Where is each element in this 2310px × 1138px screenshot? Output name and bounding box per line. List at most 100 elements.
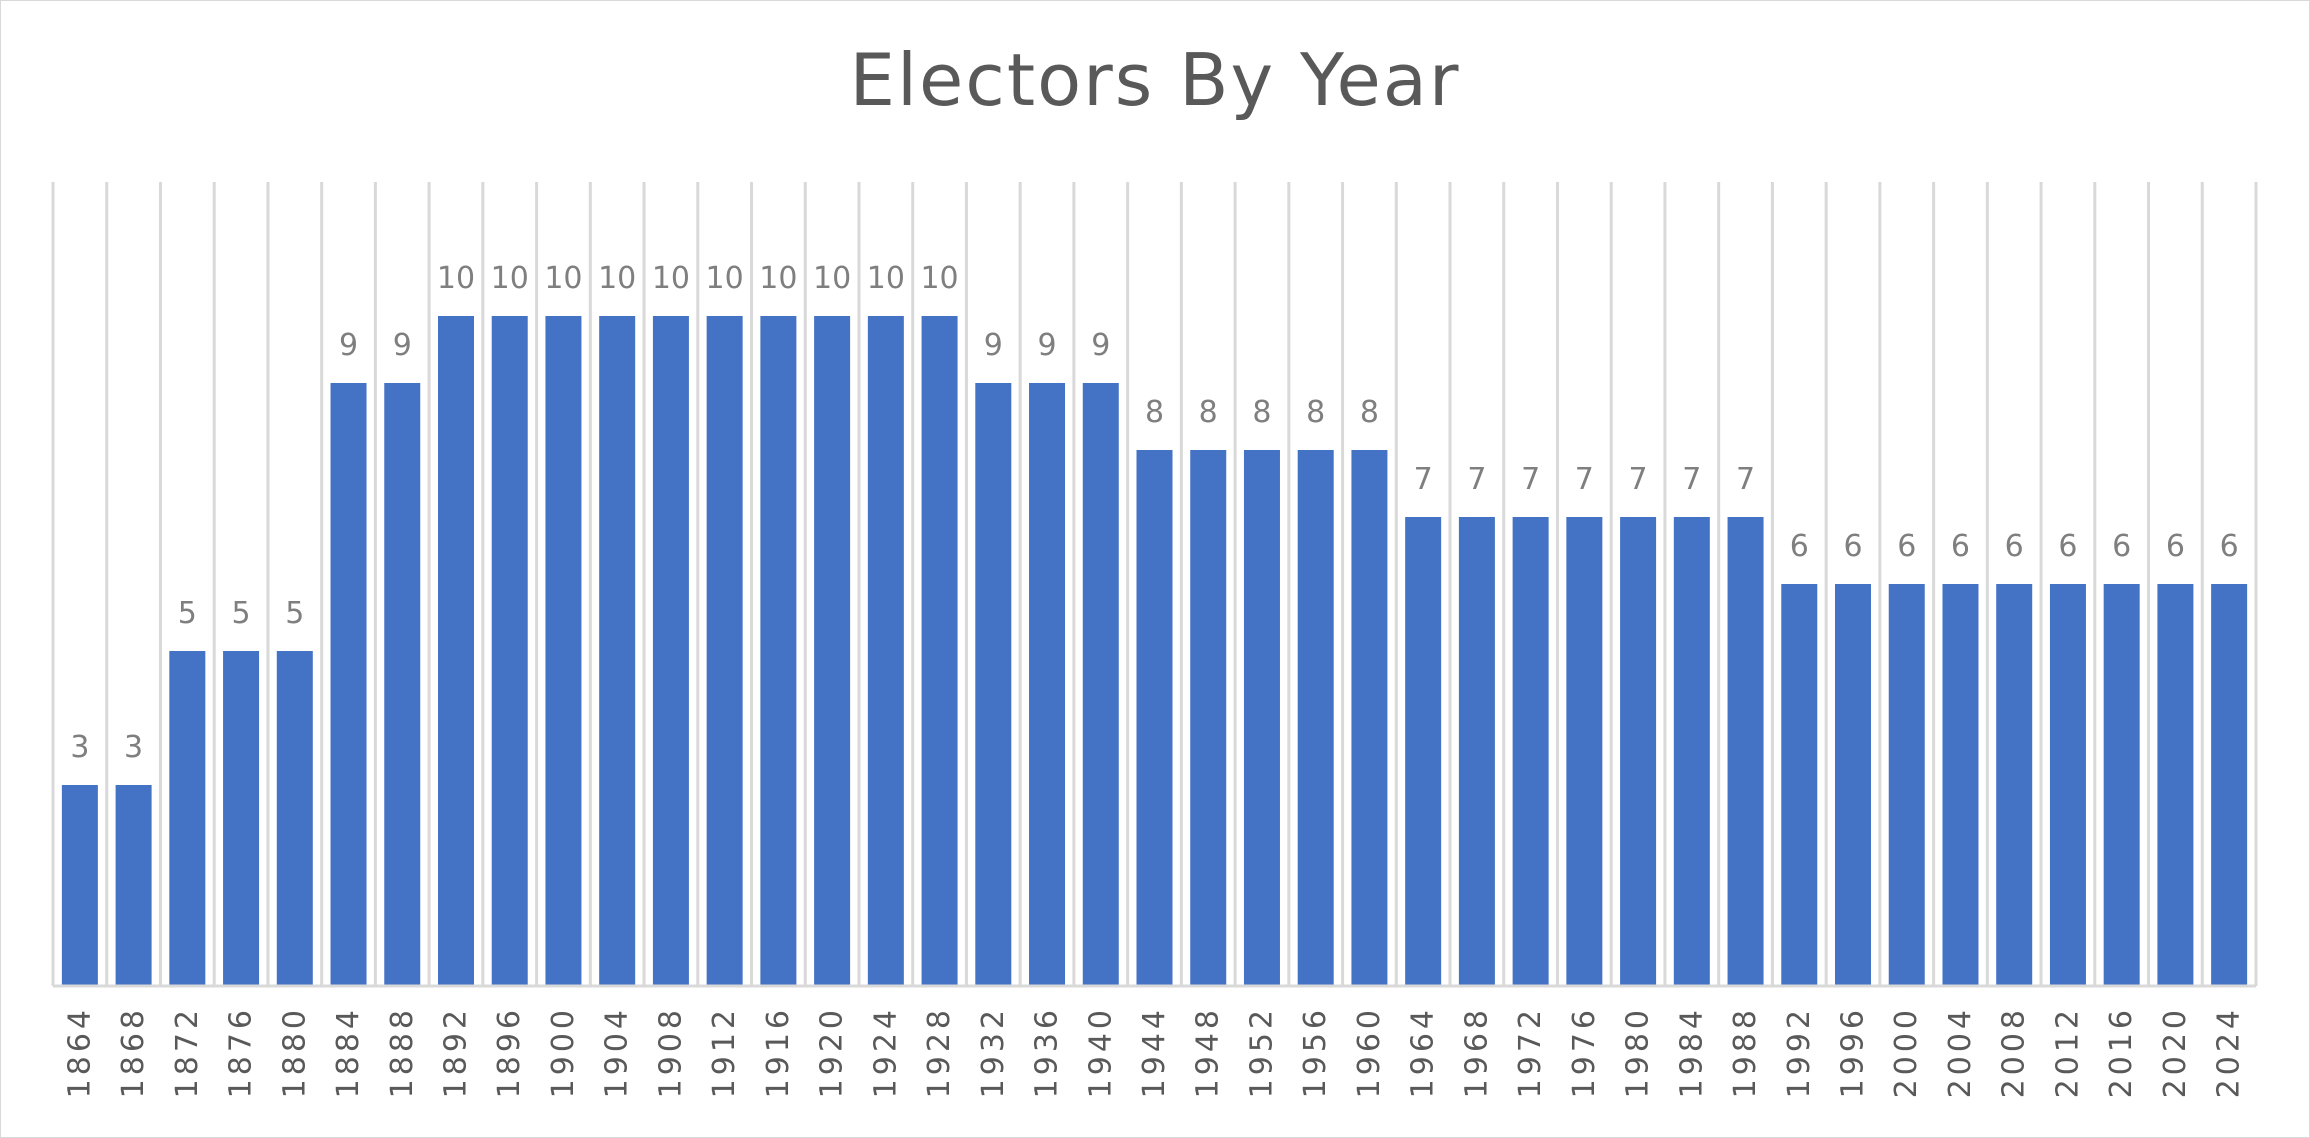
- x-tick-label-1920: 1920: [815, 1006, 850, 1098]
- x-tick-label-1864: 1864: [62, 1006, 97, 1098]
- x-tick-label-1940: 1940: [1083, 1006, 1118, 1098]
- data-label-1964: 7: [1414, 462, 1433, 497]
- x-tick-label-1988: 1988: [1728, 1006, 1763, 1098]
- bar-1948: [1190, 450, 1227, 986]
- bar-1996: [1835, 584, 1872, 986]
- bar-1900: [545, 316, 582, 986]
- data-label-1960: 8: [1360, 395, 1379, 430]
- bar-1968: [1458, 517, 1495, 986]
- bar-1876: [223, 651, 260, 986]
- x-tick-label-1892: 1892: [438, 1006, 473, 1098]
- x-tick-label-1884: 1884: [331, 1006, 366, 1098]
- bar-2008: [1996, 584, 2033, 986]
- x-tick-label-1964: 1964: [1406, 1006, 1441, 1098]
- x-tick-label-1992: 1992: [1782, 1006, 1817, 1098]
- x-tick-label-1980: 1980: [1621, 1006, 1656, 1098]
- x-tick-label-1996: 1996: [1836, 1006, 1871, 1098]
- bar-1956: [1297, 450, 1334, 986]
- chart-title: Electors By Year: [849, 38, 1461, 122]
- x-tick-label-2000: 2000: [1889, 1006, 1924, 1098]
- x-tick-label-1976: 1976: [1567, 1006, 1602, 1098]
- x-tick-label-1932: 1932: [976, 1006, 1011, 1098]
- x-tick-label-1936: 1936: [1030, 1006, 1065, 1098]
- data-label-1924: 10: [867, 261, 905, 296]
- bar-1940: [1082, 383, 1119, 986]
- x-tick-label-1896: 1896: [492, 1006, 527, 1098]
- bar-1952: [1243, 450, 1280, 986]
- data-label-1944: 8: [1145, 395, 1164, 430]
- bar-1880: [276, 651, 313, 986]
- x-tick-label-1900: 1900: [546, 1006, 581, 1098]
- data-label-1988: 7: [1736, 462, 1755, 497]
- data-label-1968: 7: [1467, 462, 1486, 497]
- data-label-1996: 6: [1843, 529, 1862, 564]
- x-tick-label-1872: 1872: [170, 1006, 205, 1098]
- x-tick-label-1928: 1928: [922, 1006, 957, 1098]
- x-tick-label-1912: 1912: [707, 1006, 742, 1098]
- data-label-1880: 5: [285, 596, 304, 631]
- data-label-1908: 10: [652, 261, 690, 296]
- data-label-1912: 10: [706, 261, 744, 296]
- bar-1912: [706, 316, 743, 986]
- data-label-1984: 7: [1682, 462, 1701, 497]
- x-tick-label-1960: 1960: [1352, 1006, 1387, 1098]
- data-label-1904: 10: [598, 261, 636, 296]
- x-tick-label-1908: 1908: [653, 1006, 688, 1098]
- data-label-1868: 3: [124, 730, 143, 765]
- bar-1872: [169, 651, 206, 986]
- x-tick-label-1972: 1972: [1513, 1006, 1548, 1098]
- x-tick-label-2020: 2020: [2158, 1006, 2193, 1098]
- data-label-2004: 6: [1951, 529, 1970, 564]
- x-tick-label-1952: 1952: [1244, 1006, 1279, 1098]
- bar-1916: [760, 316, 797, 986]
- x-tick-label-1876: 1876: [224, 1006, 259, 1098]
- data-label-1920: 10: [813, 261, 851, 296]
- bar-1908: [652, 316, 689, 986]
- data-label-1972: 7: [1521, 462, 1540, 497]
- x-tick-label-2024: 2024: [2212, 1006, 2247, 1098]
- data-label-2008: 6: [2005, 529, 2024, 564]
- x-tick-label-1904: 1904: [600, 1006, 635, 1098]
- x-tick-label-1880: 1880: [277, 1006, 312, 1098]
- data-label-2020: 6: [2166, 529, 2185, 564]
- data-label-1928: 10: [920, 261, 958, 296]
- bar-1980: [1620, 517, 1657, 986]
- data-label-1900: 10: [544, 261, 582, 296]
- bar-1976: [1566, 517, 1603, 986]
- x-tick-label-1948: 1948: [1191, 1006, 1226, 1098]
- bar-2020: [2157, 584, 2194, 986]
- bar-1924: [867, 316, 904, 986]
- data-label-1976: 7: [1575, 462, 1594, 497]
- bar-1868: [115, 785, 152, 986]
- bar-1988: [1727, 517, 1764, 986]
- data-label-1896: 10: [491, 261, 529, 296]
- x-tick-label-1968: 1968: [1459, 1006, 1494, 1098]
- bar-1884: [330, 383, 367, 986]
- data-label-1876: 5: [232, 596, 251, 631]
- x-tick-label-1888: 1888: [385, 1006, 420, 1098]
- data-label-1932: 9: [984, 328, 1003, 363]
- x-tick-label-1956: 1956: [1298, 1006, 1333, 1098]
- bar-2024: [2211, 584, 2248, 986]
- bar-1960: [1351, 450, 1388, 986]
- data-label-1884: 9: [339, 328, 358, 363]
- data-label-1952: 8: [1252, 395, 1271, 430]
- bar-1992: [1781, 584, 1818, 986]
- data-label-1888: 9: [393, 328, 412, 363]
- bar-1972: [1512, 517, 1549, 986]
- x-tick-label-2012: 2012: [2050, 1006, 2085, 1098]
- x-tick-label-1944: 1944: [1137, 1006, 1172, 1098]
- data-label-1872: 5: [178, 596, 197, 631]
- x-tick-label-2016: 2016: [2104, 1006, 2139, 1098]
- data-label-1892: 10: [437, 261, 475, 296]
- data-label-2012: 6: [2058, 529, 2077, 564]
- data-label-2000: 6: [1897, 529, 1916, 564]
- bar-1904: [599, 316, 636, 986]
- data-label-1956: 8: [1306, 395, 1325, 430]
- data-label-1864: 3: [70, 730, 89, 765]
- x-tick-label-1924: 1924: [868, 1006, 903, 1098]
- bar-2004: [1942, 584, 1979, 986]
- data-label-2016: 6: [2112, 529, 2131, 564]
- data-label-2024: 6: [2220, 529, 2239, 564]
